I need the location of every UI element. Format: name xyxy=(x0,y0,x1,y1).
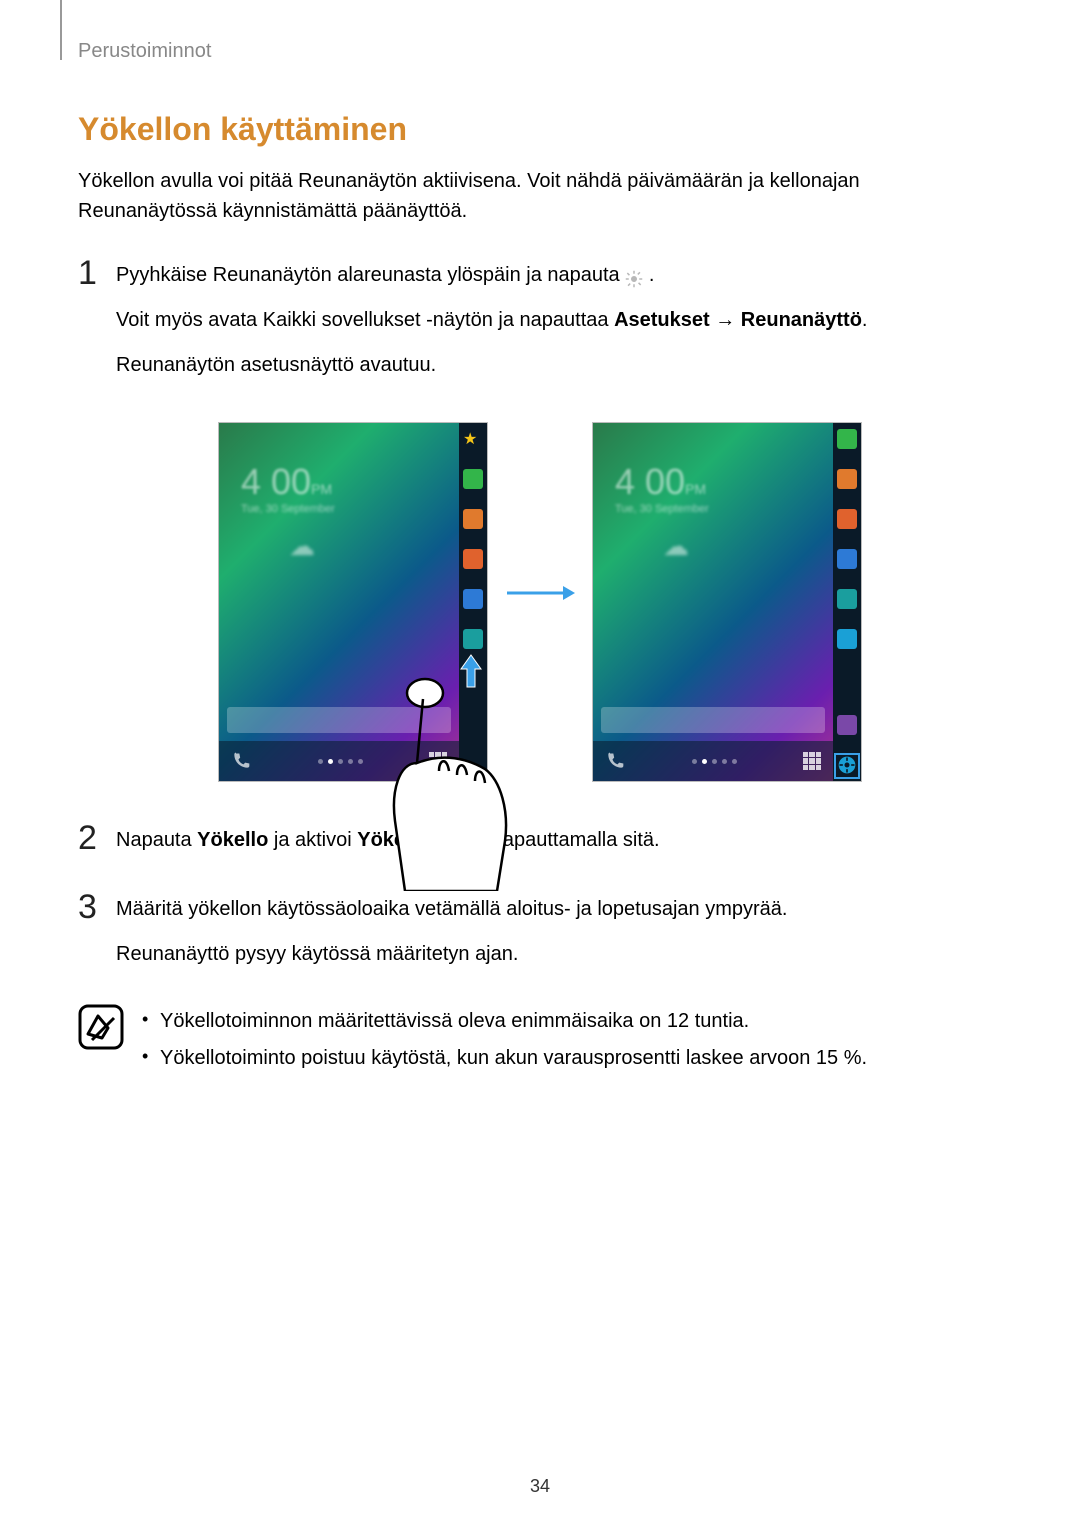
browser-app-icon xyxy=(837,549,857,569)
step-2: 2 Napauta Yökello ja aktivoi Yökello-kyt… xyxy=(78,821,1002,870)
intro-text: Yökellon avulla voi pitää Reunanäytön ak… xyxy=(78,166,1002,226)
step-1-line-3: Reunanäytön asetusnäyttö avautuu. xyxy=(116,350,1002,381)
clock-display: 4 00PM Tue, 30 September xyxy=(241,461,335,515)
edge-panel: ★ xyxy=(459,423,487,781)
text: . xyxy=(862,309,868,331)
messages-app-icon xyxy=(837,509,857,529)
apps-icon xyxy=(429,752,447,770)
step-number: 2 xyxy=(78,821,116,855)
step-number: 3 xyxy=(78,890,116,924)
phone-screenshot-right: 4 00PM Tue, 30 September ☁ xyxy=(593,423,861,781)
weather-icon: ☁ xyxy=(289,531,315,562)
dock xyxy=(593,741,833,781)
messages-app-icon xyxy=(463,549,483,569)
bold-text: Reunanäyttö xyxy=(741,309,862,331)
text: . xyxy=(649,264,655,286)
step-1-line-2: Voit myös avata Kaikki sovellukset -näyt… xyxy=(116,305,1002,336)
step-2-text: Napauta Yökello ja aktivoi Yökello-kytki… xyxy=(116,825,1002,856)
page-dots xyxy=(692,759,737,764)
clock-display: 4 00PM Tue, 30 September xyxy=(615,461,709,515)
highlight-box xyxy=(834,753,860,779)
phone-app-icon xyxy=(837,429,857,449)
swipe-up-arrow-icon xyxy=(459,653,483,689)
text: ja aktivoi xyxy=(268,829,357,851)
step-number: 1 xyxy=(78,256,116,290)
step-3: 3 Määritä yökellon käytössäoloaika vetäm… xyxy=(78,890,1002,984)
edge-panel xyxy=(833,423,861,781)
gear-icon xyxy=(625,267,643,285)
search-bar xyxy=(227,707,451,733)
phone-app-icon xyxy=(463,469,483,489)
star-icon: ★ xyxy=(463,429,483,449)
dock xyxy=(219,741,459,781)
text: Voit myös avata Kaikki sovellukset -näyt… xyxy=(116,309,614,331)
figure: 4 00PM Tue, 30 September ☁ ★ xyxy=(78,423,1002,781)
note-item: Yökellotoiminnon määritettävissä oleva e… xyxy=(140,1006,1002,1037)
contacts-app-icon xyxy=(837,469,857,489)
camera-app-icon xyxy=(837,589,857,609)
search-bar xyxy=(601,707,825,733)
phone-icon xyxy=(605,751,625,771)
note-item: Yökellotoiminto poistuu käytöstä, kun ak… xyxy=(140,1043,1002,1074)
text: Pyyhkäise Reunanäytön alareunasta ylöspä… xyxy=(116,264,625,286)
note-list: Yökellotoiminnon määritettävissä oleva e… xyxy=(140,1004,1002,1080)
note-icon xyxy=(78,1004,124,1050)
tools-icon xyxy=(837,715,857,735)
section-title: Yökellon käyttäminen xyxy=(78,111,1002,148)
page-dots xyxy=(318,759,363,764)
video-app-icon xyxy=(837,629,857,649)
contacts-app-icon xyxy=(463,509,483,529)
phone-screenshot-left: 4 00PM Tue, 30 September ☁ ★ xyxy=(219,423,487,781)
bold-text: Yökello xyxy=(357,829,428,851)
step-3-line-1: Määritä yökellon käytössäoloaika vetämäl… xyxy=(116,894,1002,925)
step-3-line-2: Reunanäyttö pysyy käytössä määritetyn aj… xyxy=(116,939,1002,970)
apps-icon xyxy=(803,752,821,770)
bold-text: Yökello xyxy=(197,829,268,851)
phone-icon xyxy=(231,751,251,771)
note-block: Yökellotoiminnon määritettävissä oleva e… xyxy=(78,1004,1002,1080)
bold-text: Asetukset xyxy=(614,309,710,331)
breadcrumb: Perustoiminnot xyxy=(78,40,1002,63)
step-1: 1 Pyyhkäise Reunanäytön alareunasta ylös… xyxy=(78,256,1002,395)
arrow-right-icon xyxy=(505,583,575,603)
text: → xyxy=(710,309,741,331)
camera-app-icon xyxy=(463,629,483,649)
weather-icon: ☁ xyxy=(663,531,689,562)
page-number: 34 xyxy=(0,1476,1080,1497)
header-rule xyxy=(60,0,62,60)
step-1-line-1: Pyyhkäise Reunanäytön alareunasta ylöspä… xyxy=(116,260,1002,291)
text: -kytkin napauttamalla sitä. xyxy=(428,829,659,851)
text: Napauta xyxy=(116,829,197,851)
browser-app-icon xyxy=(463,589,483,609)
